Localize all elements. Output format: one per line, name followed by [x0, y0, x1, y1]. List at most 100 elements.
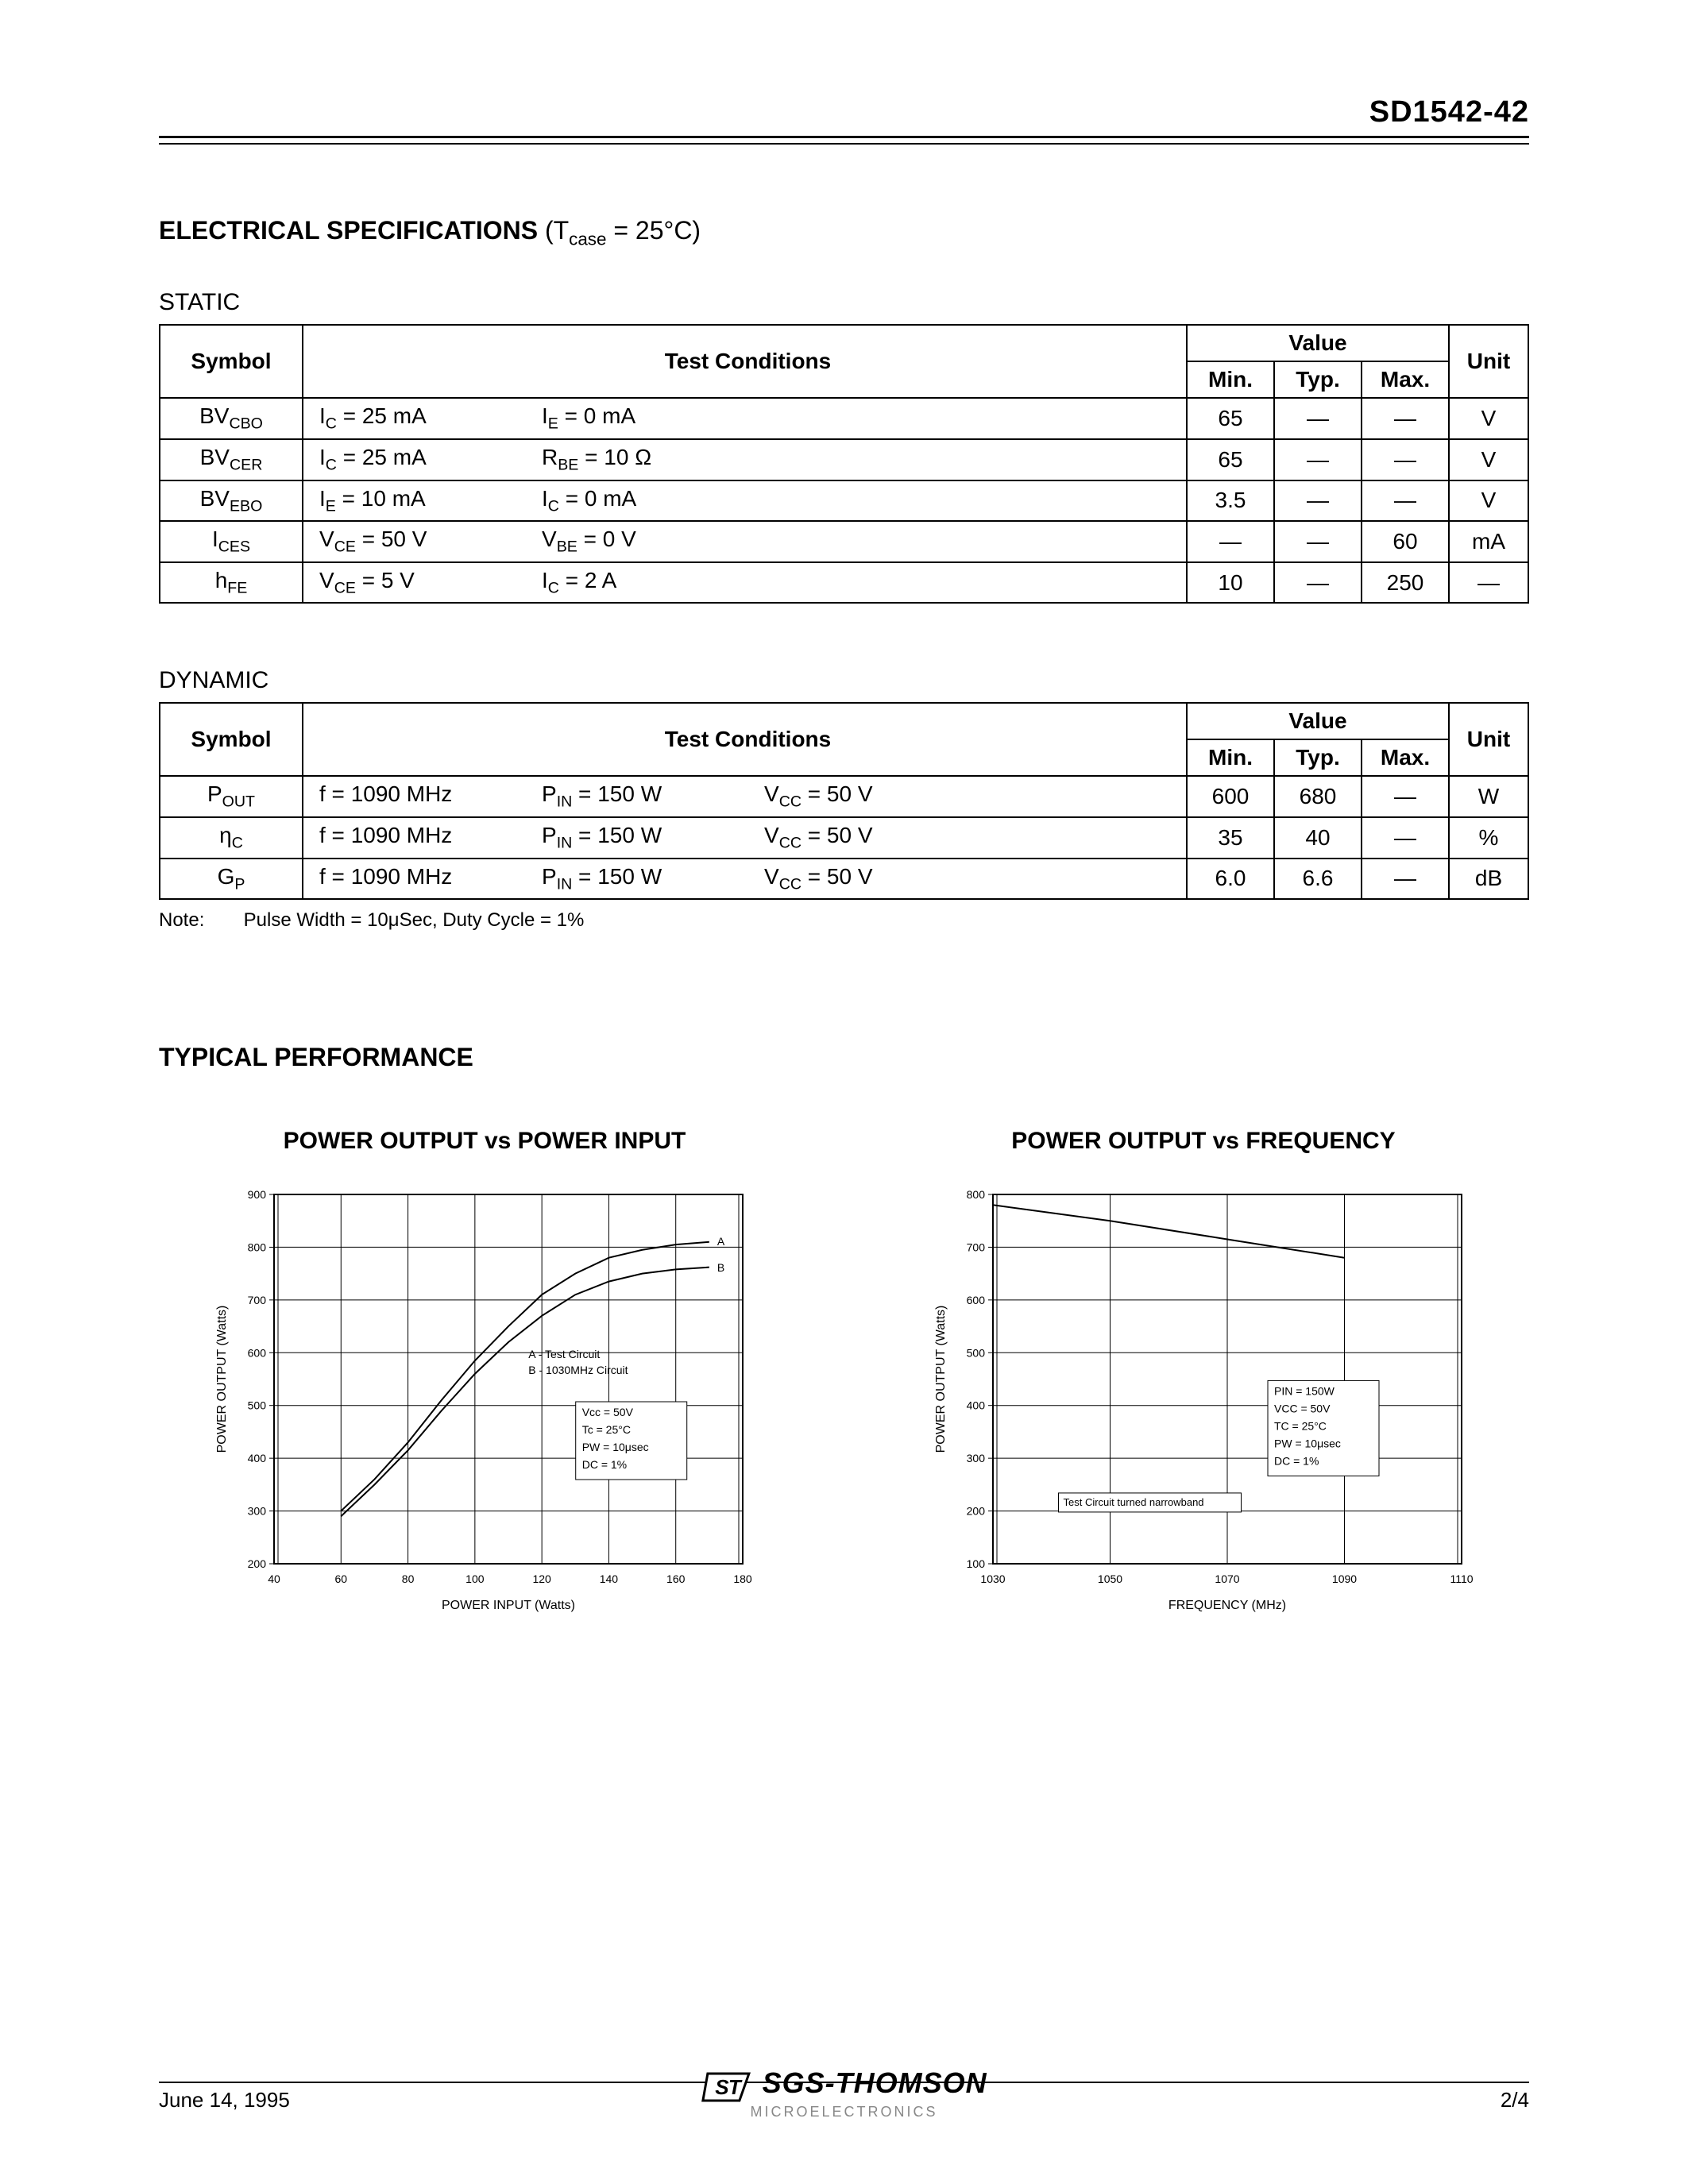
typ-cell: —	[1274, 439, 1362, 480]
chart1-svg: 4060801001201401601802003004005006007008…	[207, 1179, 763, 1623]
footer-page: 2/4	[1501, 2088, 1529, 2113]
typ-cell: —	[1274, 480, 1362, 522]
col-value: Value	[1187, 703, 1449, 739]
dynamic-table: Symbol Test Conditions Value Unit Min. T…	[159, 702, 1529, 900]
svg-text:1030: 1030	[980, 1572, 1005, 1585]
typ-cell: —	[1274, 398, 1362, 439]
typ-cell: —	[1274, 562, 1362, 604]
table-row: hFEVCE = 5 VIC = 2 A10—250—	[160, 562, 1528, 604]
min-cell: 65	[1187, 398, 1274, 439]
elec-spec-cond-sub: case	[569, 229, 606, 249]
svg-text:300: 300	[248, 1505, 267, 1518]
unit-cell: W	[1449, 776, 1528, 817]
typ-cell: —	[1274, 521, 1362, 562]
svg-text:60: 60	[334, 1572, 347, 1585]
max-cell: —	[1362, 480, 1449, 522]
col-typ: Typ.	[1274, 361, 1362, 398]
col-min: Min.	[1187, 361, 1274, 398]
table-row: BVEBOIE = 10 mAIC = 0 mA3.5——V	[160, 480, 1528, 522]
conditions-cell: IC = 25 mARBE = 10 Ω	[303, 439, 1187, 480]
table-row: ICESVCE = 50 VVBE = 0 V——60mA	[160, 521, 1528, 562]
symbol-cell: BVCBO	[160, 398, 303, 439]
svg-text:PW = 10μsec: PW = 10μsec	[582, 1441, 649, 1453]
svg-text:DC = 1%: DC = 1%	[1274, 1455, 1319, 1468]
company-name: SGS-THOMSON	[763, 2066, 987, 2099]
chart2-svg: 1030105010701090111010020030040050060070…	[925, 1179, 1481, 1623]
svg-text:500: 500	[967, 1346, 986, 1359]
min-cell: 600	[1187, 776, 1274, 817]
min-cell: 6.0	[1187, 859, 1274, 900]
col-symbol: Symbol	[160, 325, 303, 398]
col-typ: Typ.	[1274, 739, 1362, 776]
typ-cell: 680	[1274, 776, 1362, 817]
svg-text:FREQUENCY (MHz): FREQUENCY (MHz)	[1168, 1599, 1286, 1612]
table-row: BVCERIC = 25 mARBE = 10 Ω65——V	[160, 439, 1528, 480]
unit-cell: V	[1449, 480, 1528, 522]
part-number: SD1542-42	[159, 95, 1529, 136]
svg-text:VCC = 50V: VCC = 50V	[1274, 1403, 1331, 1415]
table-row: POUTf = 1090 MHzPIN = 150 WVCC = 50 V600…	[160, 776, 1528, 817]
symbol-cell: ICES	[160, 521, 303, 562]
svg-text:Tc = 25°C: Tc = 25°C	[582, 1423, 631, 1436]
dynamic-label: DYNAMIC	[159, 667, 1529, 694]
max-cell: —	[1362, 776, 1449, 817]
max-cell: —	[1362, 398, 1449, 439]
chart1-block: POWER OUTPUT vs POWER INPUT 406080100120…	[207, 1128, 763, 1623]
svg-text:B - 1030MHz Circuit: B - 1030MHz Circuit	[528, 1364, 628, 1376]
header-rule-bottom	[159, 143, 1529, 145]
col-conditions: Test Conditions	[303, 703, 1187, 776]
conditions-cell: IC = 25 mAIE = 0 mA	[303, 398, 1187, 439]
svg-text:80: 80	[402, 1572, 415, 1585]
conditions-cell: f = 1090 MHzPIN = 150 WVCC = 50 V	[303, 859, 1187, 900]
svg-text:200: 200	[967, 1505, 986, 1518]
static-label: STATIC	[159, 289, 1529, 316]
max-cell: —	[1362, 439, 1449, 480]
svg-text:PW = 10μsec: PW = 10μsec	[1274, 1437, 1341, 1450]
svg-text:POWER OUTPUT (Watts): POWER OUTPUT (Watts)	[215, 1306, 229, 1453]
svg-text:T: T	[728, 2075, 742, 2099]
col-symbol: Symbol	[160, 703, 303, 776]
svg-text:POWER OUTPUT (Watts): POWER OUTPUT (Watts)	[934, 1306, 948, 1453]
svg-text:180: 180	[733, 1572, 752, 1585]
typical-performance-title: TYPICAL PERFORMANCE	[159, 1043, 1529, 1072]
min-cell: —	[1187, 521, 1274, 562]
note-text: Pulse Width = 10μSec, Duty Cycle = 1%	[244, 909, 585, 931]
col-unit: Unit	[1449, 703, 1528, 776]
svg-text:B: B	[717, 1261, 724, 1274]
max-cell: —	[1362, 817, 1449, 859]
symbol-cell: BVCER	[160, 439, 303, 480]
unit-cell: —	[1449, 562, 1528, 604]
svg-text:300: 300	[967, 1452, 986, 1464]
conditions-cell: IE = 10 mAIC = 0 mA	[303, 480, 1187, 522]
chart2-title: POWER OUTPUT vs FREQUENCY	[925, 1128, 1481, 1155]
svg-text:100: 100	[967, 1557, 986, 1570]
svg-text:160: 160	[666, 1572, 686, 1585]
charts-row: POWER OUTPUT vs POWER INPUT 406080100120…	[159, 1128, 1529, 1623]
electrical-spec-title: ELECTRICAL SPECIFICATIONS (Tcase = 25°C)	[159, 216, 1529, 249]
conditions-cell: VCE = 50 VVBE = 0 V	[303, 521, 1187, 562]
svg-text:800: 800	[248, 1241, 267, 1254]
table-row: BVCBOIC = 25 mAIE = 0 mA65——V	[160, 398, 1528, 439]
svg-text:1050: 1050	[1098, 1572, 1122, 1585]
svg-text:S: S	[715, 2075, 729, 2099]
svg-text:1110: 1110	[1450, 1572, 1473, 1585]
col-max: Max.	[1362, 739, 1449, 776]
elec-spec-cond-rest: = 25°C)	[606, 216, 701, 245]
col-value: Value	[1187, 325, 1449, 361]
svg-text:A: A	[717, 1235, 725, 1248]
unit-cell: dB	[1449, 859, 1528, 900]
svg-text:POWER INPUT (Watts): POWER INPUT (Watts)	[442, 1599, 575, 1612]
conditions-cell: VCE = 5 VIC = 2 A	[303, 562, 1187, 604]
svg-text:800: 800	[967, 1188, 986, 1201]
symbol-cell: GP	[160, 859, 303, 900]
svg-text:PIN = 150W: PIN = 150W	[1274, 1385, 1335, 1398]
svg-text:200: 200	[248, 1557, 267, 1570]
chart1-title: POWER OUTPUT vs POWER INPUT	[207, 1128, 763, 1155]
svg-text:1070: 1070	[1215, 1572, 1239, 1585]
typ-cell: 40	[1274, 817, 1362, 859]
svg-text:100: 100	[465, 1572, 485, 1585]
svg-text:Test Circuit turned narrowband: Test Circuit turned narrowband	[1064, 1496, 1204, 1508]
svg-text:400: 400	[248, 1452, 267, 1464]
st-logo-icon: S T	[701, 2067, 756, 2107]
note-label: Note:	[159, 909, 238, 932]
